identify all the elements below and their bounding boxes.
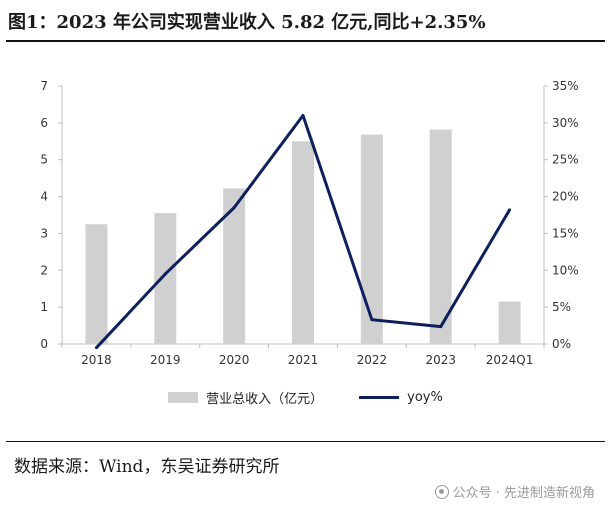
y-tick-label-right: 5% xyxy=(552,300,571,314)
y-tick-label-left: 3 xyxy=(40,226,48,240)
bar xyxy=(223,188,246,344)
bar xyxy=(154,213,177,344)
y-tick-label-left: 2 xyxy=(40,263,48,277)
x-tick-label: 2022 xyxy=(357,353,388,367)
bar xyxy=(429,129,452,344)
chart: 0 1 2 3 4 5 6 7 0% 5% 10% 15% 20% 25% 30% 35% 2018 2019 20… xyxy=(40,79,579,367)
x-tick-label: 2019 xyxy=(150,353,181,367)
yoy-point xyxy=(439,325,443,329)
watermark: 公众号 · 先进制造新视角 xyxy=(434,482,595,501)
x-tick-label: 2024Q1 xyxy=(486,353,534,367)
wechat-icon xyxy=(434,484,449,499)
watermark-text: 公众号 · 先进制造新视角 xyxy=(452,486,595,501)
legend-item-revenue: 营业总收入（亿元） xyxy=(168,388,323,407)
yoy-point xyxy=(301,113,305,117)
y-tick-label-left: 6 xyxy=(40,116,48,130)
bar xyxy=(292,141,314,344)
yoy-point xyxy=(163,272,167,276)
x-tick-label: 2023 xyxy=(425,353,456,367)
y-tick-label-right: 20% xyxy=(552,190,579,204)
figure-title: 图1：2023 年公司实现营业收入 5.82 亿元,同比+2.35% xyxy=(8,12,486,33)
legend-bar-swatch xyxy=(168,392,199,403)
yoy-point xyxy=(232,206,236,210)
y-tick-label-right: 15% xyxy=(552,226,579,240)
y-tick-label-left: 1 xyxy=(40,300,48,314)
bar xyxy=(85,224,108,344)
yoy-point xyxy=(94,346,98,350)
yoy-point xyxy=(508,208,512,212)
y-tick-label-left: 0 xyxy=(40,337,48,351)
source-rule xyxy=(6,441,605,442)
x-tick-label: 2021 xyxy=(288,353,319,367)
bar xyxy=(360,134,383,344)
bar xyxy=(498,301,521,344)
legend: 营业总收入（亿元） yoy% xyxy=(0,388,611,407)
y-tick-label-right: 30% xyxy=(552,116,579,130)
legend-label-yoy: yoy% xyxy=(407,390,443,405)
y-tick-label-right: 25% xyxy=(552,153,579,167)
y-tick-label-left: 7 xyxy=(40,79,48,93)
legend-label-revenue: 营业总收入（亿元） xyxy=(206,392,324,407)
y-tick-label-left: 4 xyxy=(40,190,48,204)
y-tick-label-right: 0% xyxy=(552,337,571,351)
x-tick-label: 2018 xyxy=(81,353,112,367)
title-rule xyxy=(6,40,605,42)
y-tick-label-right: 10% xyxy=(552,263,579,277)
x-tick-label: 2020 xyxy=(219,353,250,367)
y-tick-label-right: 35% xyxy=(552,79,579,93)
source-note: 数据来源：Wind，东吴证券研究所 xyxy=(14,457,280,477)
y-tick-label-left: 5 xyxy=(40,153,48,167)
yoy-point xyxy=(370,318,374,322)
legend-line-swatch xyxy=(359,396,400,399)
legend-item-yoy: yoy% xyxy=(359,388,443,407)
